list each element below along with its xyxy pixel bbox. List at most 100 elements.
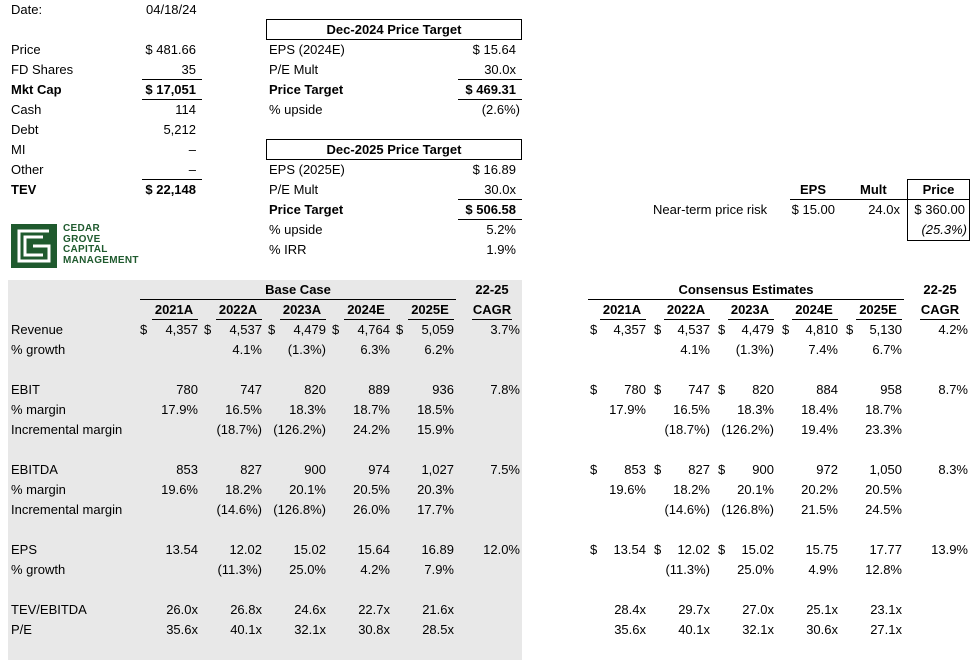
risk-col-price: Price <box>922 182 955 197</box>
cell-number: 5,130 <box>869 322 902 337</box>
consensus-cagr-header: 22-25 <box>923 282 957 297</box>
base-cell: 19.6% <box>161 482 198 497</box>
cell-number: 780 <box>624 382 646 397</box>
base-cell: (126.2%) <box>273 422 326 437</box>
consensus-cagr-header: CAGR <box>920 302 960 317</box>
cap-label: Debt <box>11 122 39 137</box>
consensus-year-underline <box>728 319 774 320</box>
consensus-cell: 884 <box>816 382 838 397</box>
pt-label: Price Target <box>269 202 344 217</box>
row-label: Incremental margin <box>11 422 123 437</box>
consensus-cell: (14.6%) <box>664 502 710 517</box>
pt-divider <box>458 79 522 80</box>
base-cell: $4,537 <box>204 320 262 340</box>
consensus-cell: (11.3%) <box>665 562 710 577</box>
pt-label: EPS (2024E) <box>269 42 345 57</box>
pt-label: % upside <box>269 222 323 237</box>
logo-text-line: CEDAR <box>63 223 101 234</box>
row-label: Revenue <box>11 322 64 337</box>
risk-price-divider <box>907 199 970 200</box>
cell-number: 747 <box>688 382 710 397</box>
consensus-cagr-cell: 13.9% <box>931 542 968 557</box>
risk-eps: $ 15.00 <box>791 202 835 217</box>
row-label: P/E <box>11 622 32 637</box>
cap-value: $ 17,051 <box>145 82 196 97</box>
row-label: TEV/EBITDA <box>11 602 87 617</box>
base-cell: 820 <box>304 382 326 397</box>
risk-price-box <box>907 179 970 241</box>
risk-mult: 24.0x <box>868 202 900 217</box>
consensus-cell: $780 <box>590 380 646 400</box>
base-cell: 12.02 <box>229 542 262 557</box>
currency-symbol: $ <box>332 322 340 337</box>
consensus-cell: (126.8%) <box>721 502 774 517</box>
consensus-cell <box>586 500 646 520</box>
base-year-header: 2025E <box>411 302 449 317</box>
base-year-header: 2022A <box>218 302 258 317</box>
base-cell: 26.0x <box>166 602 198 617</box>
cap-label: Mkt Cap <box>11 82 62 97</box>
consensus-cell: 17.77 <box>869 542 902 557</box>
currency-symbol: $ <box>204 322 212 337</box>
pt-label: P/E Mult <box>269 62 319 77</box>
cap-value: $ 22,148 <box>145 182 196 197</box>
consensus-year-underline <box>664 319 710 320</box>
base-cell: (14.6%) <box>216 502 262 517</box>
base-year-header: 2024E <box>347 302 385 317</box>
consensus-cell: 21.5% <box>801 502 838 517</box>
price-target-2025-title: Dec-2025 Price Target <box>326 142 462 157</box>
consensus-year-underline <box>600 319 646 320</box>
consensus-cell: $13.54 <box>590 540 646 560</box>
cell-number: 853 <box>624 462 646 477</box>
base-cell: (126.8%) <box>273 502 326 517</box>
base-cell: 17.9% <box>161 402 198 417</box>
consensus-cell: 12.8% <box>865 562 902 577</box>
consensus-cell: $820 <box>718 380 774 400</box>
currency-symbol: $ <box>590 382 598 397</box>
base-cell: (18.7%) <box>216 422 262 437</box>
cap-value: 35 <box>181 62 196 77</box>
currency-symbol: $ <box>846 322 854 337</box>
consensus-cell: 20.1% <box>737 482 774 497</box>
consensus-cell: $4,357 <box>590 320 646 340</box>
logo-mark-icon <box>11 224 57 268</box>
cap-label: Cash <box>11 102 42 117</box>
base-cell: 6.3% <box>360 342 390 357</box>
base-cell: 30.8x <box>358 622 390 637</box>
consensus-cell: (126.2%) <box>721 422 774 437</box>
consensus-cell: (1.3%) <box>735 342 774 357</box>
consensus-cell: 16.5% <box>673 402 710 417</box>
currency-symbol: $ <box>268 322 276 337</box>
cell-number: 4,764 <box>357 322 390 337</box>
cap-divider <box>142 79 202 80</box>
consensus-cell: 23.3% <box>865 422 902 437</box>
currency-symbol: $ <box>782 322 790 337</box>
base-cell: 22.7x <box>358 602 390 617</box>
row-label: EPS <box>11 542 38 557</box>
base-cell: $4,479 <box>268 320 326 340</box>
base-cell: 18.5% <box>417 402 454 417</box>
consensus-cell: 15.75 <box>805 542 838 557</box>
consensus-cell: (18.7%) <box>664 422 710 437</box>
base-case-title: Base Case <box>265 282 331 297</box>
currency-symbol: $ <box>590 542 598 557</box>
consensus-title-underline <box>588 299 904 300</box>
price-target-2024-title: Dec-2024 Price Target <box>326 22 462 37</box>
base-cell <box>138 500 198 520</box>
consensus-cell: 23.1x <box>870 602 902 617</box>
base-cell: 4.1% <box>232 342 262 357</box>
base-cell: 24.2% <box>353 422 390 437</box>
consensus-cell: 32.1x <box>742 622 774 637</box>
risk-pct: (25.3%) <box>921 222 967 237</box>
risk-divider <box>790 199 907 200</box>
cap-divider <box>142 99 202 100</box>
base-year-underline <box>408 319 454 320</box>
row-label: EBITDA <box>11 462 58 477</box>
base-year-underline <box>216 319 262 320</box>
consensus-cagr-cell: 8.7% <box>938 382 968 397</box>
consensus-title: Consensus Estimates <box>678 282 814 297</box>
pt-value: $ 15.64 <box>472 42 516 57</box>
base-year-underline <box>344 319 390 320</box>
consensus-cell: 27.1x <box>870 622 902 637</box>
base-year-header: 2021A <box>154 302 194 317</box>
